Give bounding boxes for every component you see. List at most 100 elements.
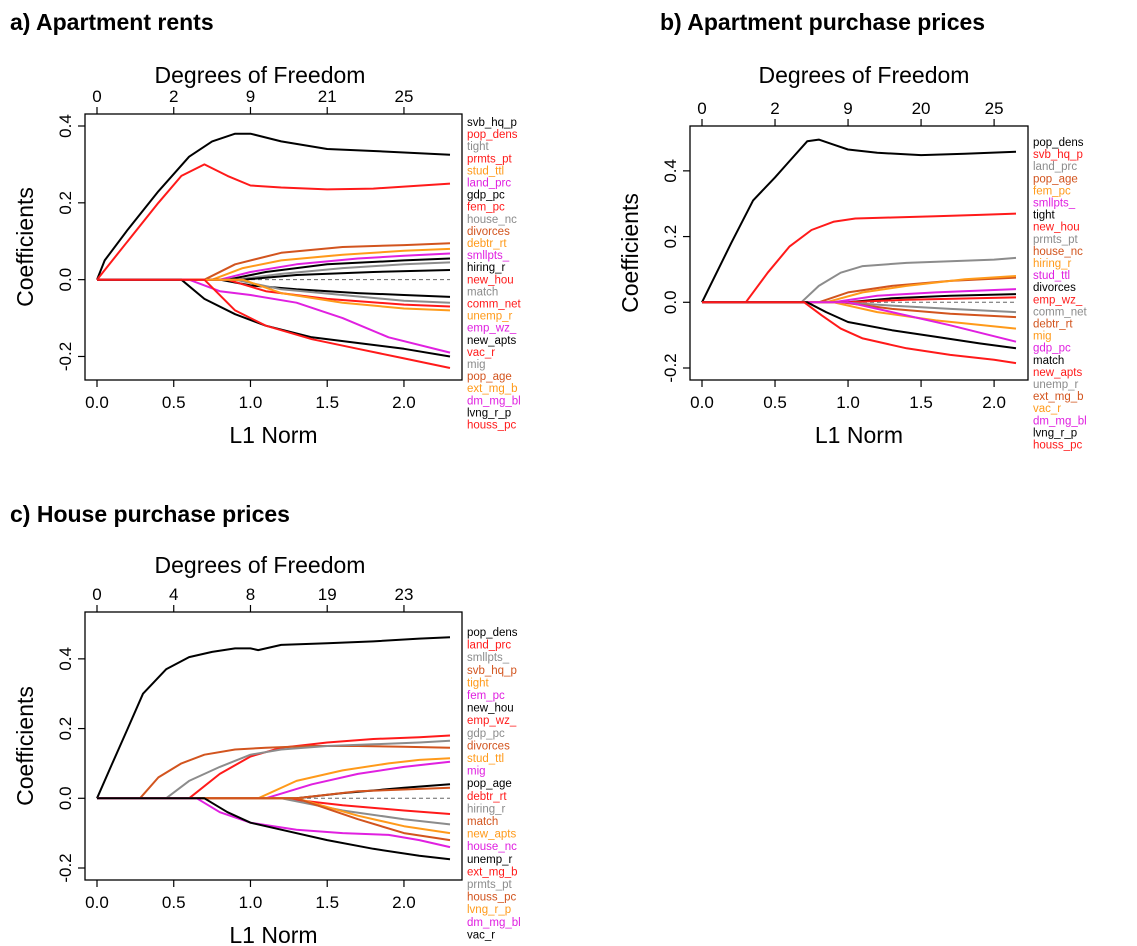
variable-label: houss_pc (1033, 440, 1082, 452)
x-tick-label: 0.5 (162, 393, 186, 412)
series-line-5 (97, 757, 451, 800)
variable-label: pop_age (1033, 173, 1078, 185)
x-tick-label: 2.0 (392, 393, 416, 412)
variable-label: mig (467, 766, 486, 778)
series-line-13 (97, 278, 451, 354)
series-line-11 (97, 278, 451, 308)
variable-label: gdp_pc (1033, 343, 1071, 355)
series-line-1 (96, 132, 451, 281)
variable-label: mig (467, 359, 486, 371)
variable-label: svb_hq_p (467, 117, 517, 129)
variable-label: lvng_r_p (467, 904, 511, 916)
variable-label: vac_r (1033, 403, 1061, 415)
variable-label: unemp_r (467, 311, 513, 323)
df-tick-label: 8 (246, 585, 255, 604)
variable-label: ext_mg_b (1033, 391, 1084, 403)
series-line-3 (97, 745, 451, 800)
variable-label: divorces (1033, 282, 1076, 294)
variable-label: prmts_pt (467, 879, 513, 891)
variable-label: house_nc (1033, 246, 1083, 258)
df-tick-label: 21 (318, 87, 337, 106)
variable-label: divorces (467, 740, 510, 752)
x-tick-label: 1.0 (239, 393, 263, 412)
df-tick-label: 0 (697, 99, 706, 118)
top-axis-label: Degrees of Freedom (759, 62, 970, 88)
x-tick-label: 0.5 (162, 893, 186, 912)
variable-label: land_prc (467, 640, 511, 652)
variable-label: tight (1033, 210, 1056, 222)
variable-label: dm_mg_bl (1033, 415, 1087, 427)
chart-panel-3: c) House purchase prices Degrees of Freed… (10, 501, 521, 946)
y-tick-label: 0.2 (56, 717, 75, 741)
variable-label: new_apts (467, 829, 516, 841)
variable-label: house_nc (467, 841, 517, 853)
variable-label: fem_pc (467, 202, 505, 214)
variable-label: stud_ttl (467, 753, 504, 765)
variable-label: gdp_pc (467, 190, 505, 202)
variable-label: hiring_r (467, 803, 506, 815)
variable-label: pop_dens (467, 129, 518, 141)
x-axis-label: L1 Norm (815, 422, 903, 448)
variable-label: match (467, 286, 498, 298)
variable-label: svb_hq_p (1033, 149, 1083, 161)
y-axis-label: Coefficients (12, 187, 38, 307)
variable-label: emp_wz_ (467, 323, 517, 335)
series-line-14 (97, 797, 451, 861)
df-tick-label: 9 (246, 87, 255, 106)
chart-title: a) Apartment rents (10, 9, 214, 35)
y-tick-label: 0.4 (661, 159, 680, 183)
x-tick-label: 0.0 (85, 393, 109, 412)
x-tick-label: 1.5 (315, 893, 339, 912)
variable-label: emp_wz_ (467, 715, 517, 727)
x-axis-label: L1 Norm (229, 422, 317, 448)
variable-label: pop_dens (1033, 137, 1084, 149)
y-tick-label: -0.2 (661, 353, 680, 382)
variable-label: match (1033, 355, 1064, 367)
variable-label: prmts_pt (467, 153, 513, 165)
plot-frame (84, 611, 463, 881)
variable-label: lvng_r_p (1033, 427, 1077, 439)
variable-label: fem_pc (467, 690, 505, 702)
variable-label: hiring_r (467, 262, 506, 274)
variable-label: unemp_r (467, 854, 513, 866)
series-line-15 (97, 278, 451, 369)
variable-label: houss_pc (467, 892, 516, 904)
df-tick-label: 19 (318, 585, 337, 604)
variable-label: fem_pc (1033, 185, 1071, 197)
variable-label: stud_ttl (467, 165, 504, 177)
series-line-3 (702, 256, 1017, 304)
chart-panel-2: b) Apartment purchase prices Degrees of F… (617, 9, 1087, 452)
y-tick-label: 0.2 (661, 225, 680, 249)
df-tick-label: 2 (169, 87, 178, 106)
series-line-2 (96, 163, 451, 281)
variable-label: debtr_rt (1033, 319, 1073, 331)
y-tick-label: 0.0 (56, 268, 75, 292)
series-line-12 (97, 278, 451, 312)
variable-label: houss_pc (467, 420, 516, 432)
variable-label: comm_net (467, 299, 521, 311)
variable-label: vac_r (467, 347, 495, 359)
variable-label: mig (1033, 331, 1052, 343)
variable-label: pop_age (467, 371, 512, 383)
variable-label: smllpts_ (467, 250, 510, 262)
y-tick-label: 0.4 (56, 647, 75, 671)
top-axis-label: Degrees of Freedom (155, 62, 366, 88)
df-tick-label: 20 (912, 99, 931, 118)
variable-label: unemp_r (1033, 379, 1079, 391)
variable-label: ext_mg_b (467, 383, 518, 395)
variable-label: new_hou (467, 703, 514, 715)
y-tick-label: 0.0 (56, 786, 75, 810)
series-line-4 (97, 739, 451, 800)
variable-label: pop_dens (467, 627, 518, 639)
df-tick-label: 25 (985, 99, 1004, 118)
series-line-9 (97, 797, 451, 815)
df-tick-label: 0 (92, 585, 101, 604)
x-tick-label: 2.0 (392, 893, 416, 912)
variable-label: emp_wz_ (1033, 294, 1083, 306)
chart-panel-1: a) Apartment rents Degrees of Freedom 0.0 0… (10, 9, 521, 448)
x-tick-label: 0.5 (763, 393, 787, 412)
variable-label: hiring_r (1033, 258, 1072, 270)
series-line-6 (97, 760, 451, 800)
variable-label: new_apts (467, 335, 516, 347)
variable-label: smllpts_ (1033, 198, 1076, 210)
